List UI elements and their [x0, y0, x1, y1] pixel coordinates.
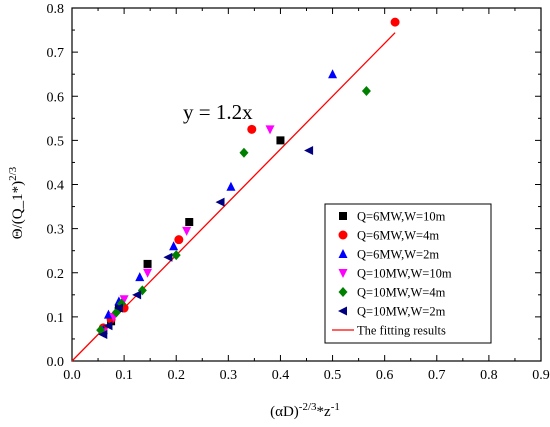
data-point	[361, 85, 371, 96]
data-point	[247, 124, 257, 134]
y-axis-label: Θ/(Q_1*)2/3	[7, 166, 26, 239]
legend-marker	[338, 306, 347, 316]
fit-equation-annotation: y = 1.2x	[183, 100, 253, 124]
x-tick-label: 0.2	[167, 368, 185, 383]
y-tick-label: 0.3	[47, 223, 65, 238]
data-point	[174, 235, 184, 245]
data-point	[328, 69, 338, 79]
legend-label: Q=6MW,W=4m	[357, 229, 439, 243]
legend-marker	[338, 269, 348, 278]
y-tick-label: 0.8	[47, 2, 65, 17]
data-point	[113, 303, 123, 313]
x-axis: 0.0 0.1 0.2 0.3 0.4 0.5 0.6 0.7 0.8 0.9	[63, 8, 550, 383]
series-6	[98, 146, 314, 340]
y-tick-label: 0.4	[47, 179, 65, 194]
data-point	[265, 125, 275, 135]
data-points-layer	[96, 17, 400, 340]
data-point	[143, 259, 152, 268]
data-point	[135, 272, 145, 282]
y-tick-label: 0.5	[47, 134, 65, 149]
legend-label: Q=10MW,W=2m	[357, 305, 446, 319]
data-point	[185, 218, 194, 227]
y-tick-label: 0.0	[47, 355, 65, 370]
x-tick-label: 0.9	[532, 368, 550, 383]
data-point	[304, 146, 314, 156]
data-point	[103, 321, 113, 331]
x-tick-label: 0.1	[115, 368, 133, 383]
data-point	[276, 136, 285, 145]
legend-label: Q=10MW,W=10m	[357, 267, 452, 281]
x-tick-label: 0.4	[272, 368, 290, 383]
x-tick-label: 0.6	[376, 368, 394, 383]
legend-box	[324, 203, 492, 344]
y-tick-label: 0.2	[47, 267, 65, 282]
x-axis-label: (αD)-2/3*z-1	[270, 401, 340, 420]
y-tick-label: 0.6	[47, 90, 65, 105]
data-point	[215, 197, 225, 207]
y-tick-label: 0.1	[47, 311, 65, 326]
data-point	[103, 309, 113, 319]
legend-marker	[338, 249, 348, 258]
x-tick-label: 0.5	[324, 368, 342, 383]
data-point	[163, 252, 173, 262]
data-point	[132, 290, 142, 300]
legend-marker	[338, 287, 348, 297]
data-point	[143, 268, 153, 278]
x-tick-label: 0.3	[220, 368, 238, 383]
data-point	[119, 295, 129, 305]
legend-marker	[338, 230, 348, 240]
y-axis: 0.0 0.1 0.2 0.3 0.4 0.5 0.6 0.7 0.8	[47, 2, 541, 370]
legend-label: The fitting results	[357, 324, 446, 338]
data-point	[239, 147, 249, 158]
data-point	[98, 330, 108, 340]
data-point	[182, 226, 192, 236]
data-point	[390, 17, 400, 27]
legend-marker	[339, 212, 347, 220]
data-point	[171, 250, 181, 261]
y-tick-label: 0.7	[47, 46, 65, 61]
legend-label: Q=10MW,W=4m	[357, 286, 446, 300]
x-tick-label: 0.7	[428, 368, 446, 383]
legend-label: Q=6MW,W=10m	[357, 210, 446, 224]
data-point	[226, 181, 236, 191]
data-point	[169, 241, 179, 251]
legend: Q=6MW,W=10m Q=6MW,W=4m Q=6MW,W=2m Q=10MW,W=…	[324, 203, 492, 344]
legend-label: Q=6MW,W=2m	[357, 248, 439, 262]
x-tick-label: 0.0	[63, 368, 81, 383]
x-tick-label: 0.8	[480, 368, 498, 383]
